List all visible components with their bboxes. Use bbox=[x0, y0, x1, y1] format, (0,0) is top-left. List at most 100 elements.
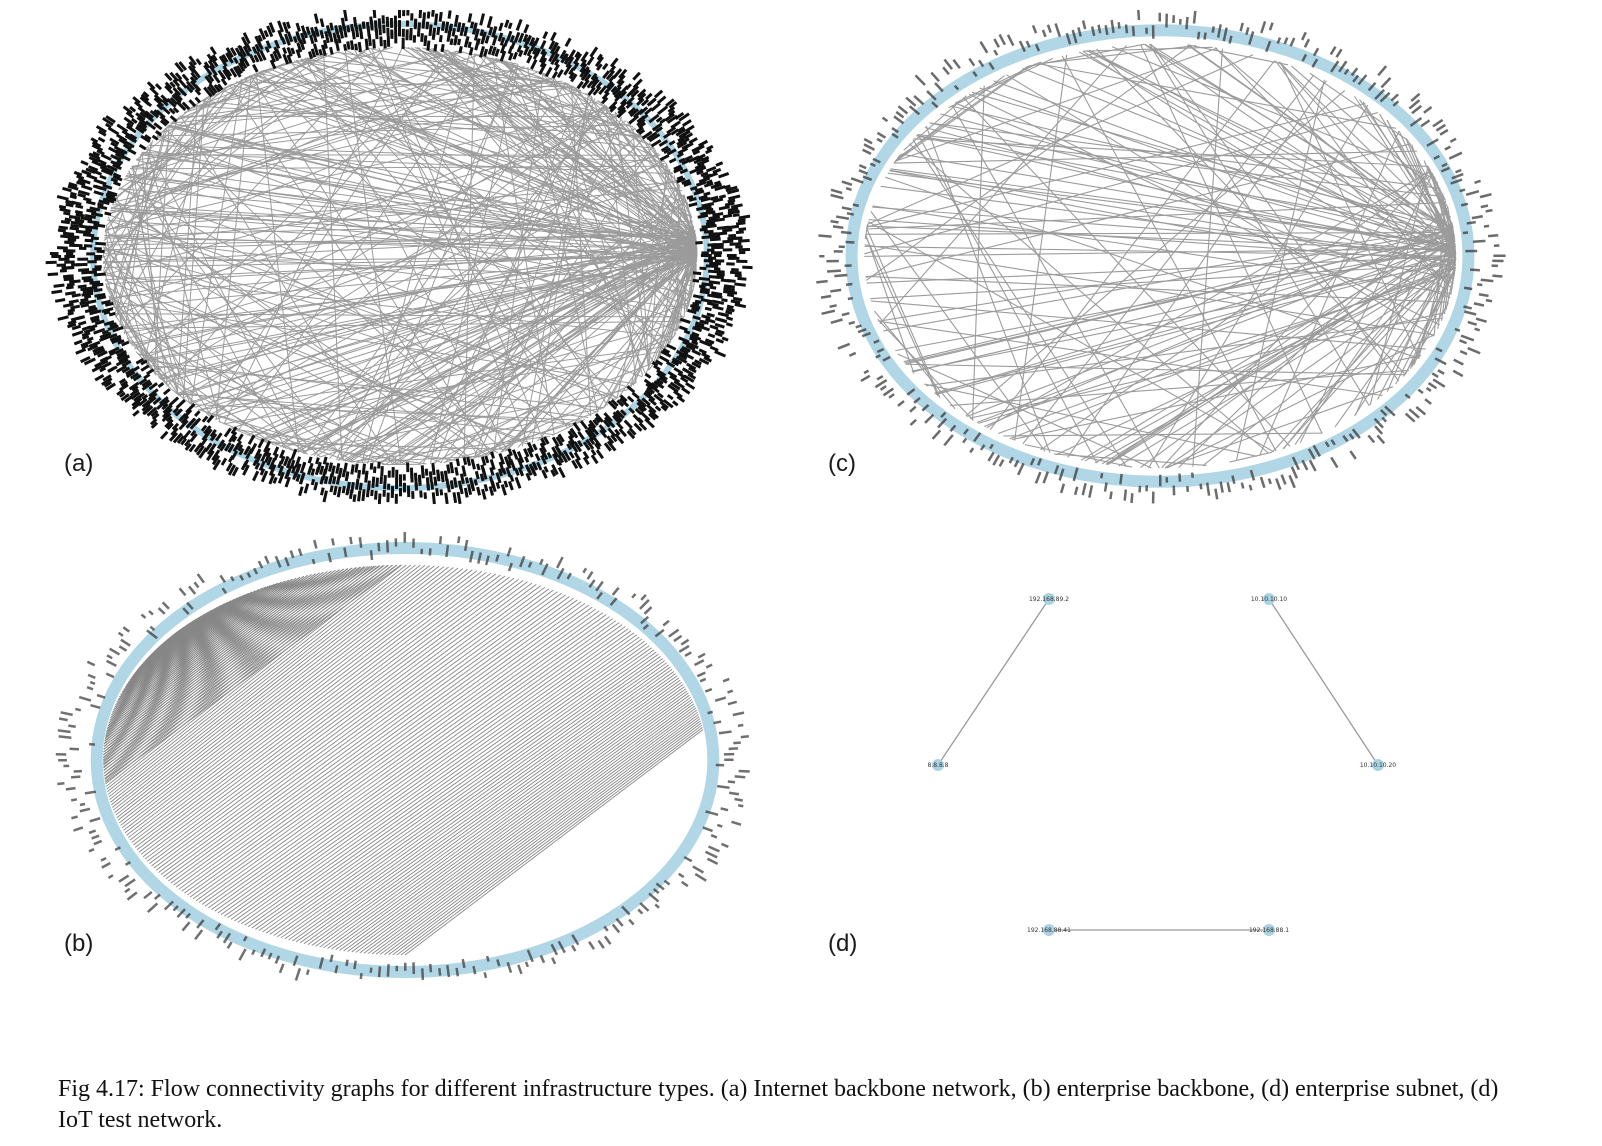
node-label bbox=[104, 301, 114, 307]
node-label bbox=[359, 972, 363, 980]
node-label bbox=[369, 550, 374, 561]
node-label bbox=[656, 368, 667, 377]
edge bbox=[146, 605, 222, 660]
edge bbox=[893, 154, 901, 164]
node-label bbox=[1099, 472, 1104, 479]
node-label bbox=[328, 473, 334, 485]
edge bbox=[477, 116, 623, 458]
node-label bbox=[726, 262, 735, 266]
edge bbox=[273, 658, 663, 936]
edge bbox=[866, 255, 1456, 284]
figure-caption: Fig 4.17: Flow connectivity graphs for d… bbox=[58, 1076, 1499, 1133]
edge bbox=[114, 314, 157, 376]
node-label bbox=[567, 430, 575, 439]
node-label bbox=[1330, 60, 1340, 73]
node-label bbox=[457, 536, 461, 544]
node-label bbox=[104, 122, 112, 129]
node-label bbox=[495, 482, 501, 490]
node-label bbox=[565, 56, 575, 69]
node-label bbox=[412, 962, 416, 975]
edge bbox=[355, 703, 695, 953]
node-label bbox=[121, 360, 132, 368]
node-label bbox=[557, 466, 566, 479]
edge bbox=[363, 707, 697, 954]
node-label bbox=[1248, 484, 1253, 491]
edge bbox=[103, 566, 361, 753]
node-label bbox=[671, 357, 680, 364]
node-label bbox=[550, 469, 557, 477]
node-label bbox=[542, 31, 549, 40]
node-label bbox=[712, 305, 724, 311]
node-label bbox=[1338, 60, 1348, 73]
edge bbox=[179, 115, 394, 465]
node-label bbox=[96, 319, 105, 325]
node-label bbox=[623, 419, 633, 429]
node-label bbox=[683, 181, 692, 187]
node-label bbox=[379, 476, 383, 485]
node-label bbox=[289, 550, 295, 559]
node-label bbox=[715, 231, 728, 236]
node-label bbox=[318, 957, 325, 969]
node-label bbox=[636, 401, 647, 412]
node-label bbox=[335, 463, 341, 474]
node-label bbox=[1307, 448, 1316, 460]
edge bbox=[1282, 256, 1457, 450]
edge bbox=[131, 240, 697, 346]
edge bbox=[103, 566, 365, 756]
node-label bbox=[1053, 464, 1060, 475]
node-label bbox=[734, 282, 746, 287]
edge bbox=[103, 565, 385, 771]
node-label bbox=[703, 229, 714, 234]
node-label bbox=[284, 469, 291, 480]
edge bbox=[191, 404, 584, 421]
node-label bbox=[714, 259, 725, 263]
node-label bbox=[1431, 372, 1439, 379]
node-label bbox=[905, 96, 917, 107]
node-label bbox=[398, 25, 401, 37]
node-label bbox=[844, 264, 852, 268]
node-label bbox=[373, 20, 378, 33]
node-label bbox=[698, 324, 710, 332]
node-label bbox=[479, 46, 485, 58]
edge bbox=[130, 591, 253, 679]
node-label bbox=[139, 111, 147, 119]
node-label bbox=[626, 395, 635, 403]
node-label bbox=[57, 781, 65, 786]
node-label bbox=[98, 199, 110, 206]
node-label bbox=[102, 183, 113, 190]
node-label bbox=[70, 223, 80, 228]
edge bbox=[380, 716, 700, 955]
node-label bbox=[402, 474, 406, 481]
node-label bbox=[272, 50, 280, 62]
node-label bbox=[848, 320, 856, 325]
node-label bbox=[681, 178, 691, 185]
node-label bbox=[551, 436, 560, 448]
node-label bbox=[444, 492, 449, 505]
edge bbox=[128, 170, 179, 396]
node-label bbox=[93, 190, 104, 196]
node-label bbox=[1435, 347, 1443, 353]
node-label bbox=[648, 133, 661, 143]
node-label bbox=[208, 83, 218, 94]
node-label bbox=[243, 446, 250, 456]
node-label bbox=[727, 209, 740, 215]
node-label bbox=[1072, 467, 1079, 482]
node-label bbox=[539, 57, 548, 68]
edge bbox=[934, 237, 1455, 395]
node-label bbox=[1367, 81, 1377, 92]
edge bbox=[235, 81, 697, 246]
node-label bbox=[882, 355, 891, 362]
node-label bbox=[448, 23, 454, 31]
node-label bbox=[512, 51, 519, 60]
node-label bbox=[344, 472, 350, 482]
node-label bbox=[133, 393, 143, 402]
edge bbox=[1080, 233, 1455, 461]
node-label bbox=[855, 324, 862, 329]
edge bbox=[103, 565, 381, 768]
node-label bbox=[90, 137, 99, 144]
node-label bbox=[88, 742, 96, 746]
node-label bbox=[729, 290, 738, 295]
node-label bbox=[101, 307, 114, 313]
node-label bbox=[715, 763, 725, 767]
node-label bbox=[1493, 254, 1506, 257]
